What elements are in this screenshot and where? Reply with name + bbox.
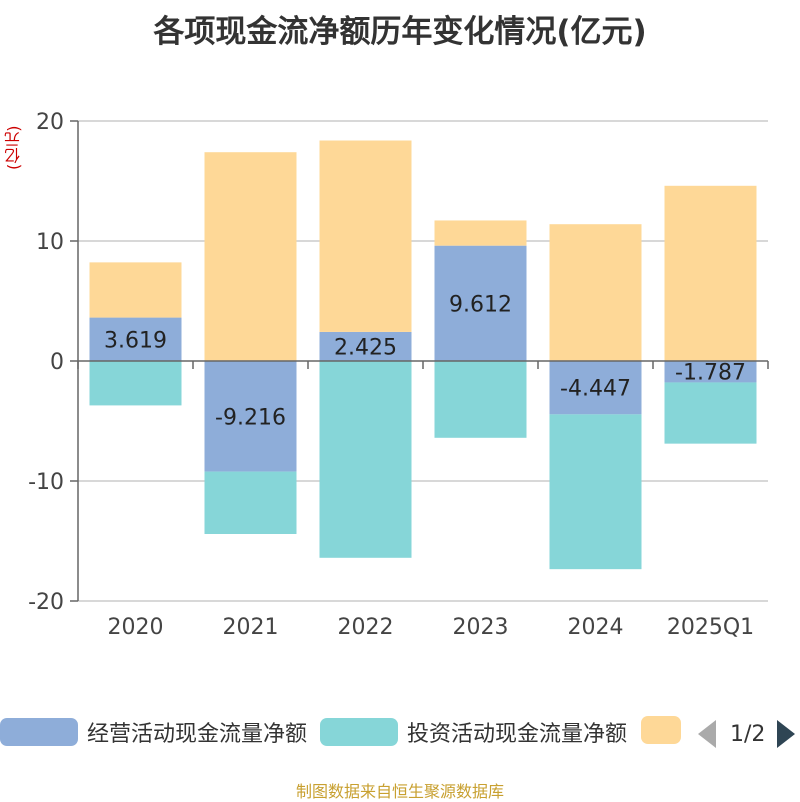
bar-2023-series-0 — [434, 245, 527, 361]
bar-2024-series-2 — [549, 224, 642, 361]
x-tick-label: 2020 — [108, 615, 164, 640]
data-label: 9.612 — [449, 292, 512, 317]
legend-page-indicator: 1/2 — [730, 721, 766, 747]
y-tick-label: 20 — [36, 110, 64, 135]
bar-2025Q1-series-1 — [664, 382, 757, 444]
legend-item-investing[interactable]: 投资活动现金流量净额 — [320, 716, 627, 748]
legend-prev-page-icon[interactable] — [698, 720, 716, 748]
bar-2024-series-1 — [549, 414, 642, 570]
axes: 20 10 0 -10 -20 2020 2021 2022 2023 2024 2025Q1 — [28, 110, 769, 640]
x-tick-label: 2024 — [568, 615, 624, 640]
bar-2020-series-0 — [89, 317, 182, 361]
legend: 经营活动现金流量净额 投资活动现金流量净额 1/2 — [0, 716, 800, 756]
x-tick-label: 2022 — [338, 615, 394, 640]
legend-swatch-investing — [320, 718, 398, 746]
legend-item-third[interactable] — [641, 716, 690, 744]
data-label: -4.447 — [560, 377, 631, 402]
legend-next-page-icon[interactable] — [777, 720, 796, 748]
bar-2025Q1-series-2 — [664, 185, 757, 361]
bar-2022-series-2 — [319, 140, 412, 332]
y-tick-label: 0 — [50, 350, 64, 375]
bar-2021-series-2 — [204, 152, 297, 361]
data-label: 3.619 — [104, 328, 167, 353]
bar-2023-series-1 — [434, 361, 527, 438]
legend-swatch-operating — [0, 718, 78, 746]
chart-title: 各项现金流净额历年变化情况(亿元) — [153, 14, 647, 50]
bar-2022-series-0 — [319, 331, 412, 361]
legend-pager: 1/2 — [698, 716, 796, 752]
x-tick-label: 2023 — [453, 615, 509, 640]
gridlines — [78, 120, 768, 602]
data-labels: 3.619 -9.216 2.425 9.612 -4.447 -1.787 — [104, 292, 746, 430]
legend-label-operating: 经营活动现金流量净额 — [87, 722, 308, 747]
y-tick-label: -10 — [28, 470, 64, 495]
bar-2021-series-0 — [204, 361, 297, 472]
x-tick-label: 2025Q1 — [667, 615, 754, 640]
bar-2022-series-1 — [319, 361, 412, 558]
y-tick-label: 10 — [36, 230, 64, 255]
bar-2025Q1-series-0 — [664, 361, 757, 383]
bar-2020-series-1 — [89, 361, 182, 406]
legend-label-investing: 投资活动现金流量净额 — [407, 722, 628, 747]
legend-item-operating[interactable]: 经营活动现金流量净额 — [0, 716, 307, 748]
legend-swatch-third — [641, 716, 681, 744]
bar-2020-series-2 — [89, 262, 182, 318]
bar-2023-series-2 — [434, 220, 527, 246]
bars — [89, 140, 757, 570]
data-label: -9.216 — [215, 405, 286, 430]
data-label: -1.787 — [675, 361, 746, 386]
data-source-note: 制图数据来自恒生聚源数据库 — [295, 782, 504, 801]
data-label: 2.425 — [334, 335, 397, 360]
bar-2024-series-0 — [549, 361, 642, 415]
x-tick-label: 2021 — [223, 615, 279, 640]
bar-2021-series-1 — [204, 471, 297, 534]
y-tick-label: -20 — [28, 590, 64, 615]
